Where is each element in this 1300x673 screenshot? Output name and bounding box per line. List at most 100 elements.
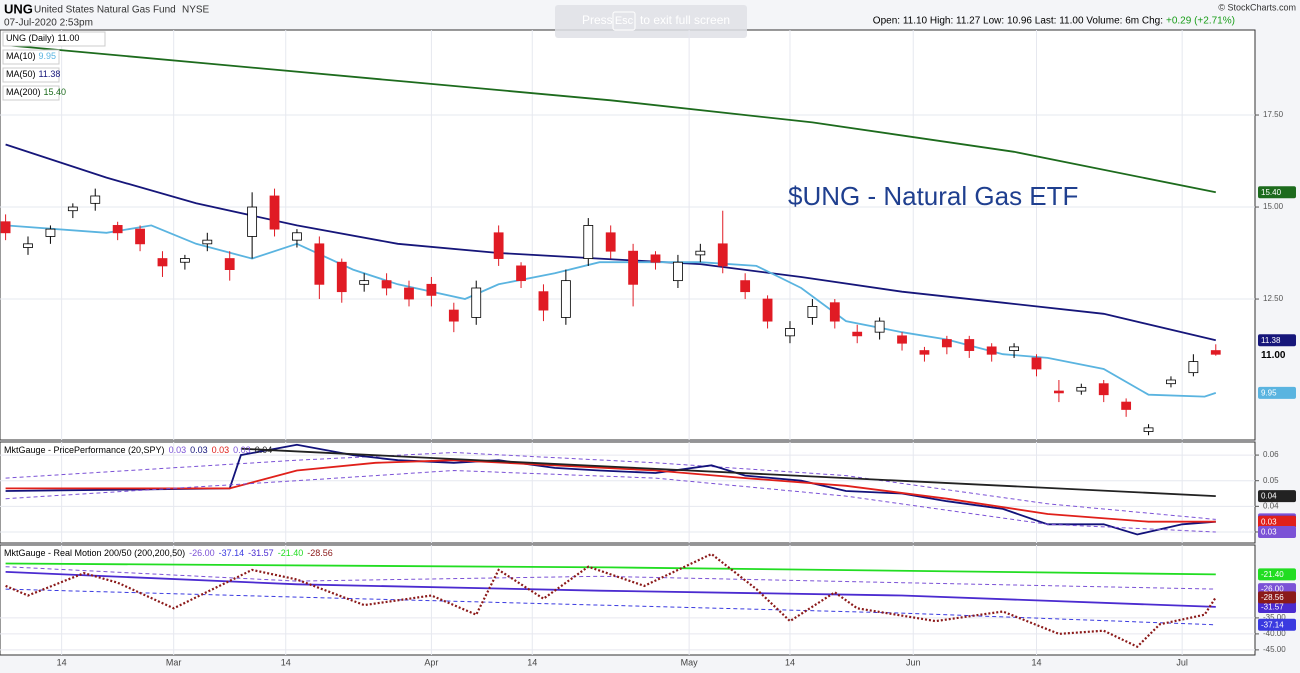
legend-value: 15.40 [44, 87, 67, 97]
candle-body [157, 258, 168, 267]
candle-body [1098, 383, 1109, 396]
value-tag-label: -26.00 [1261, 585, 1284, 594]
candle-body [67, 206, 78, 212]
x-tick-label: 14 [281, 657, 291, 667]
value-tag [1258, 618, 1296, 631]
value-tag [1258, 334, 1296, 347]
candle-body [45, 228, 56, 237]
exchange: NYSE [182, 5, 210, 16]
candle-body [135, 228, 145, 245]
candle-body [695, 250, 706, 256]
candle-body [829, 302, 840, 322]
y-tick-label: 0.06 [1263, 450, 1279, 459]
legend-value: -28.56 [307, 548, 333, 558]
y-tick-label: -40.00 [1263, 629, 1286, 638]
candle-body [560, 280, 571, 318]
value-tag-label: 0.03 [1261, 517, 1277, 526]
candle-body [247, 206, 258, 237]
legend-entry: MA(50) 11.38 [6, 69, 60, 79]
panel-title: MktGauge - PricePerformance (20,SPY) [4, 445, 165, 455]
panel-title: MktGauge - Real Motion 200/50 (200,200,5… [4, 548, 185, 558]
value-tag-label: 0.04 [1261, 492, 1277, 501]
fullscreen-overlay [555, 5, 747, 38]
candle-body [762, 298, 773, 322]
candle-body [471, 287, 482, 318]
value-tag [1258, 591, 1296, 604]
candle-body [717, 243, 728, 267]
candle-body [1076, 386, 1087, 392]
candle-body [448, 309, 459, 322]
candle-body [336, 261, 347, 293]
legend-value: 0.04 [255, 445, 273, 455]
value-tag [1258, 386, 1296, 399]
candle-body [292, 232, 302, 241]
candle-body [381, 280, 392, 289]
candle-body [516, 265, 526, 282]
x-tick-label: May [681, 657, 699, 667]
candle-body [919, 350, 930, 355]
y-tick-label: 0.05 [1263, 476, 1279, 485]
candle-body [179, 258, 190, 263]
series-line [5, 566, 1216, 590]
candle-body [941, 339, 952, 348]
candle-body [224, 258, 235, 270]
candle-body [874, 320, 885, 333]
legend-value: 0.03 [169, 445, 187, 455]
legend-entry: MA(10) 9.95 [6, 51, 56, 61]
legend-value: 11.00 [58, 33, 80, 43]
candle-body [1143, 427, 1154, 432]
value-tag-label: -31.57 [1261, 603, 1284, 612]
series-line [5, 443, 1216, 536]
series-line [5, 562, 1216, 576]
candle-body [404, 287, 414, 300]
legend-box [2, 31, 106, 47]
legend-value: 0.03 [212, 445, 230, 455]
value-tag-label: 9.95 [1261, 388, 1277, 397]
series-line [5, 459, 1216, 523]
x-tick-label: 14 [57, 657, 67, 667]
pp-panel [0, 441, 1256, 544]
panel-legend: MktGauge - PricePerformance (20,SPY) 0.03… [4, 445, 272, 455]
legend-box [2, 67, 60, 83]
y-tick-label: -35.00 [1263, 613, 1286, 622]
series-line [5, 571, 1216, 608]
legend-value: -21.40 [278, 548, 304, 558]
candle-body [628, 250, 639, 285]
candle-body [23, 243, 33, 248]
candle-body [1210, 350, 1221, 355]
candle-body [986, 346, 997, 355]
series-line [5, 451, 1216, 520]
legend-box [2, 49, 60, 65]
quote: Open: 11.10 High: 11.27 Low: 10.96 Last:… [873, 16, 1163, 27]
legend-label: UNG (Daily) [6, 33, 55, 43]
x-tick-label: Apr [424, 657, 438, 667]
change: +0.29 (+2.71%) [1166, 16, 1235, 27]
value-tag-label: -28.56 [1261, 593, 1284, 602]
candle-body [1121, 401, 1132, 410]
legend-value: 11.38 [39, 69, 61, 79]
series-line [240, 447, 1216, 497]
overlay-key: Esc [615, 15, 634, 27]
date: 07-Jul-2020 2:53pm [4, 18, 93, 29]
value-tag [1258, 515, 1296, 528]
series-line [5, 588, 1216, 626]
rm-panel [0, 544, 1256, 656]
value-tag [1258, 600, 1296, 613]
overlay-text: Press [582, 13, 613, 27]
series-line [5, 552, 1217, 649]
legend-value: 0.03 [190, 445, 208, 455]
key-box [612, 11, 636, 31]
candle-body [852, 331, 863, 337]
candle-body [112, 225, 123, 234]
main-panel [0, 29, 1256, 441]
series-line [5, 469, 1216, 533]
candle-body [583, 225, 594, 259]
value-tag-label: 15.40 [1261, 188, 1282, 197]
y-tick-label: 12.50 [1263, 294, 1284, 303]
x-tick-label: 14 [527, 657, 537, 667]
candle-body [964, 339, 975, 351]
value-tag [1258, 568, 1296, 581]
fund-name: United States Natural Gas Fund [34, 5, 176, 16]
legend-entry: MA(200) 15.40 [6, 87, 66, 97]
